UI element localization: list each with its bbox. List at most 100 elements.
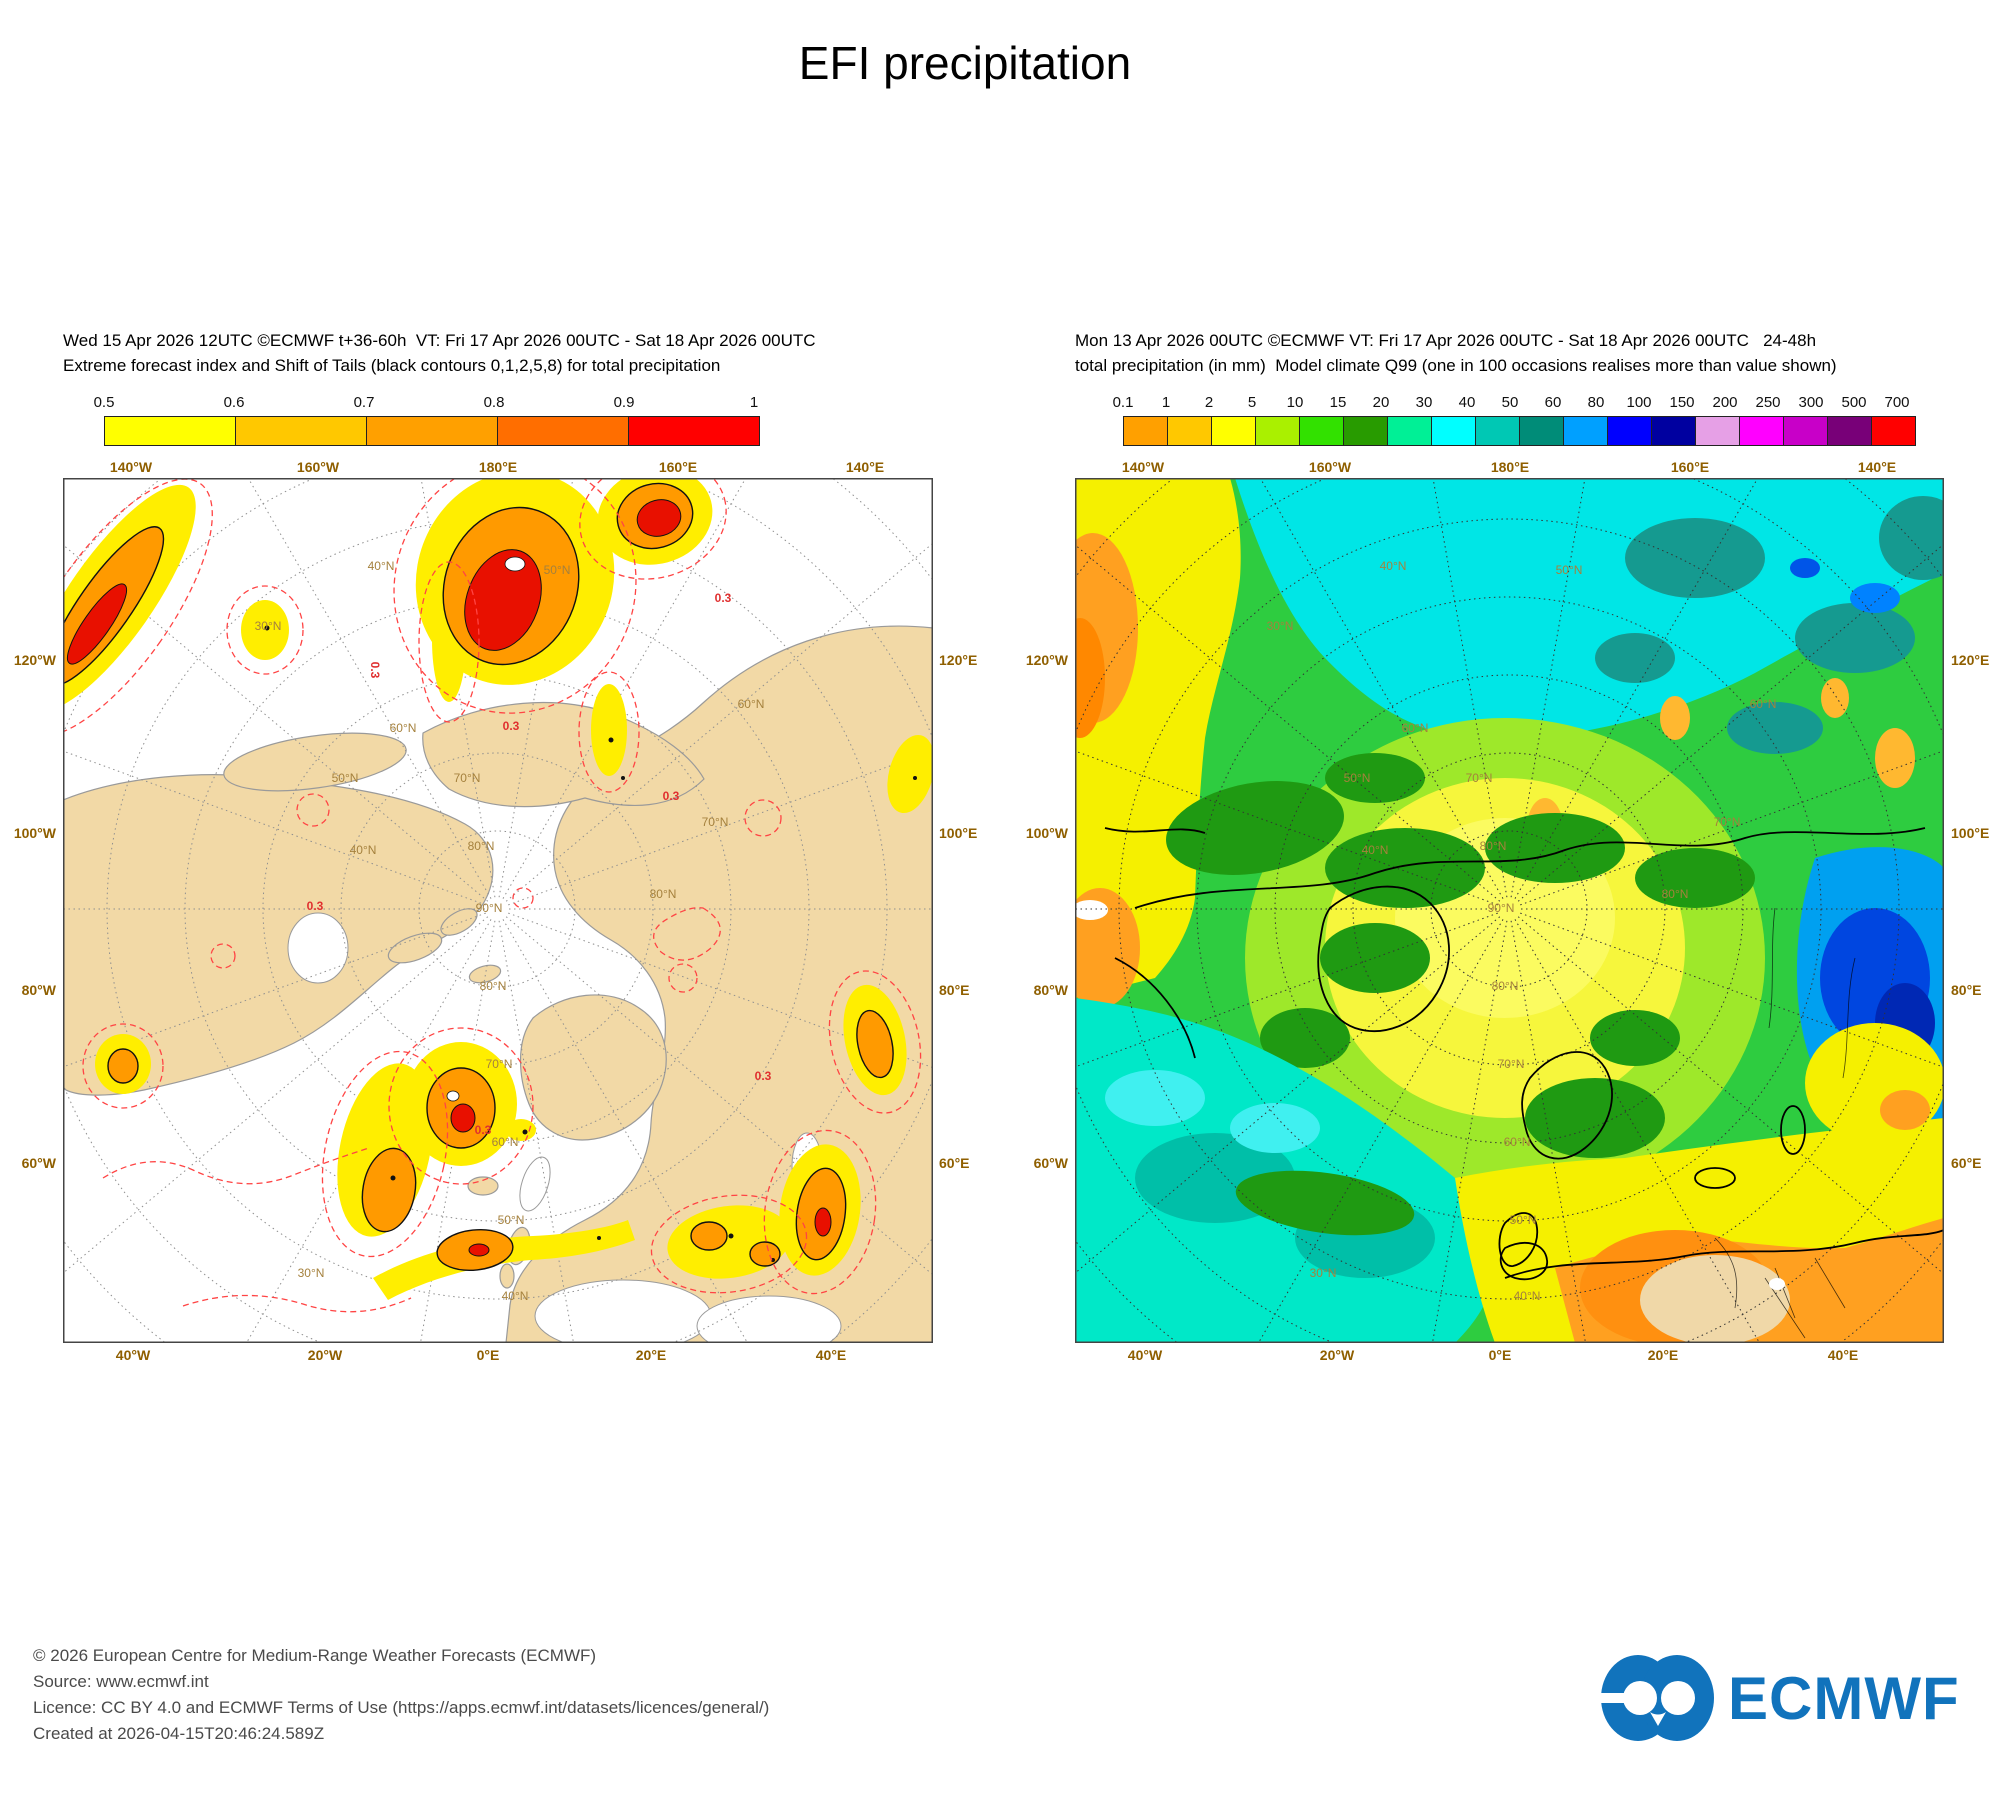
longitude-label-top: 140°W <box>1121 459 1165 475</box>
latitude-label: 40°N <box>1361 843 1389 857</box>
colorbar-tick-label: 2 <box>1204 394 1214 411</box>
colorbar-cell <box>628 417 759 445</box>
right-map-header: Mon 13 Apr 2026 00UTC ©ECMWF VT: Fri 17 … <box>1075 328 1837 378</box>
latitude-label: 50°N <box>1509 1213 1537 1227</box>
colorbar-cell <box>1167 417 1211 445</box>
footer-licence: Licence: CC BY 4.0 and ECMWF Terms of Us… <box>33 1698 770 1717</box>
colorbar-tick-label: 50 <box>1501 394 1519 411</box>
longitude-label-left: 80°W <box>21 982 56 998</box>
longitude-label-top: 180°E <box>478 459 518 475</box>
colorbar-tick-label: 1 <box>1161 394 1171 411</box>
longitude-label-left: 60°W <box>21 1155 56 1171</box>
latitude-label: 40°N <box>1379 559 1407 573</box>
colorbar-tick-label: 60 <box>1544 394 1562 411</box>
latitude-label: 60°N <box>1503 1135 1531 1149</box>
ecmwf-logo: ECMWF <box>1598 1652 1960 1744</box>
latitude-label: 70°N <box>1465 771 1493 785</box>
latitude-label: 70°N <box>1713 815 1741 829</box>
colorbar-cell <box>497 417 628 445</box>
longitude-label-bottom: 20°W <box>307 1347 343 1363</box>
longitude-label-bottom: 40°W <box>115 1347 151 1363</box>
colorbar-cell <box>1739 417 1783 445</box>
colorbar-tick-label: 80 <box>1587 394 1605 411</box>
latitude-label: 50°N <box>543 563 571 577</box>
colorbar-tick-label: 40 <box>1458 394 1476 411</box>
latitude-label: 30°N <box>297 1266 325 1280</box>
latitude-label: 80°N <box>479 979 507 993</box>
latitude-label: 60°N <box>737 697 765 711</box>
colorbar-cell <box>1387 417 1431 445</box>
contour-value-label: 0.3 <box>368 661 382 679</box>
longitude-label-top: 140°W <box>109 459 153 475</box>
right-map-header-line1: Mon 13 Apr 2026 00UTC ©ECMWF VT: Fri 17 … <box>1075 331 1817 350</box>
longitude-label-right: 100°E <box>1951 825 1990 841</box>
latitude-label: 70°N <box>701 815 729 829</box>
colorbar-cell <box>1607 417 1651 445</box>
longitude-label-top: 160°E <box>658 459 698 475</box>
longitude-label-top: 160°W <box>1308 459 1352 475</box>
efi-map-image <box>63 478 933 1343</box>
colorbar-tick-label: 10 <box>1286 394 1304 411</box>
colorbar-cell <box>1211 417 1255 445</box>
longitude-label-left: 100°W <box>13 825 56 841</box>
colorbar-cell <box>1475 417 1519 445</box>
longitude-label-left: 120°W <box>13 652 56 668</box>
latitude-label: 50°N <box>1343 771 1371 785</box>
efi-red <box>66 499 832 1257</box>
colorbar-tick-label: 20 <box>1372 394 1390 411</box>
latitude-label: 70°N <box>485 1057 513 1071</box>
latitude-label: 70°N <box>1497 1057 1525 1071</box>
latitude-label: 30°N <box>254 619 282 633</box>
efi-contours <box>64 479 922 1313</box>
colorbar-tick-label: 300 <box>1798 394 1824 411</box>
ecmwf-logo-text: ECMWF <box>1728 1664 1960 1732</box>
model-climate-map: 140°W 160°W 180°E 160°E 140°E 40°W 20°W 0°E 20°E… <box>1026 459 1989 1363</box>
latitude-label: 50°N <box>331 771 359 785</box>
colorbar-cell <box>1651 417 1695 445</box>
longitude-label-left: 80°W <box>1033 982 1068 998</box>
latitude-label: 80°N <box>1661 887 1689 901</box>
longitude-label-right: 60°E <box>1951 1155 1982 1171</box>
colorbar-tick-label: 700 <box>1884 394 1910 411</box>
colorbar-tick-label: 0.8 <box>483 394 505 411</box>
latitude-label: 70°N <box>453 771 481 785</box>
colorbar-cell <box>1563 417 1607 445</box>
latitude-label: 50°N <box>497 1213 525 1227</box>
left-map-header-line1: Wed 15 Apr 2026 12UTC ©ECMWF t+36-60h VT… <box>63 331 816 350</box>
colorbar-cell <box>1299 417 1343 445</box>
colorbar-tick-label: 150 <box>1669 394 1695 411</box>
colorbar-tick-label: 30 <box>1415 394 1433 411</box>
footer-source: Source: www.ecmwf.int <box>33 1672 209 1691</box>
longitude-label-right: 80°E <box>1951 982 1982 998</box>
latitude-label: 30°N <box>1266 619 1294 633</box>
longitude-label-top: 180°E <box>1490 459 1530 475</box>
latitude-label: 80°N <box>1479 839 1507 853</box>
longitude-label-right: 80°E <box>939 982 970 998</box>
longitude-label-left: 100°W <box>1025 825 1068 841</box>
colorbar-tick-label: 15 <box>1329 394 1347 411</box>
contour-value-label: 0.3 <box>754 1069 772 1083</box>
longitude-label-left: 60°W <box>1033 1155 1068 1171</box>
colorbar-tick-label: 0.7 <box>353 394 375 411</box>
borders <box>1714 907 1856 1339</box>
longitude-label-bottom: 0°E <box>476 1347 500 1363</box>
footer: © 2026 European Centre for Medium-Range … <box>33 1643 769 1747</box>
precip-colorbar: 0.1 1 2 5 10 15 20 30 40 50 60 80 100 150 200 250 300 500… <box>1113 394 1916 450</box>
coastlines <box>1104 827 1943 1281</box>
colorbar-cell <box>1871 417 1915 445</box>
longitude-label-bottom: 20°E <box>1647 1347 1679 1363</box>
longitude-label-bottom: 0°E <box>1488 1347 1512 1363</box>
contour-value-label: 0.3 <box>502 719 520 733</box>
longitude-label-bottom: 20°W <box>1319 1347 1355 1363</box>
colorbar-tick-label: 0.1 <box>1112 394 1134 411</box>
colorbar-cell <box>1783 417 1827 445</box>
colorbar-cell <box>366 417 497 445</box>
latitude-label: 60°N <box>491 1135 519 1149</box>
longitude-label-left: 120°W <box>1025 652 1068 668</box>
longitude-label-bottom: 40°E <box>1827 1347 1859 1363</box>
longitude-label-right: 120°E <box>1951 652 1990 668</box>
latitude-label: 60°N <box>1401 721 1429 735</box>
latitude-label: 80°N <box>1491 979 1519 993</box>
longitude-label-right: 120°E <box>939 652 978 668</box>
